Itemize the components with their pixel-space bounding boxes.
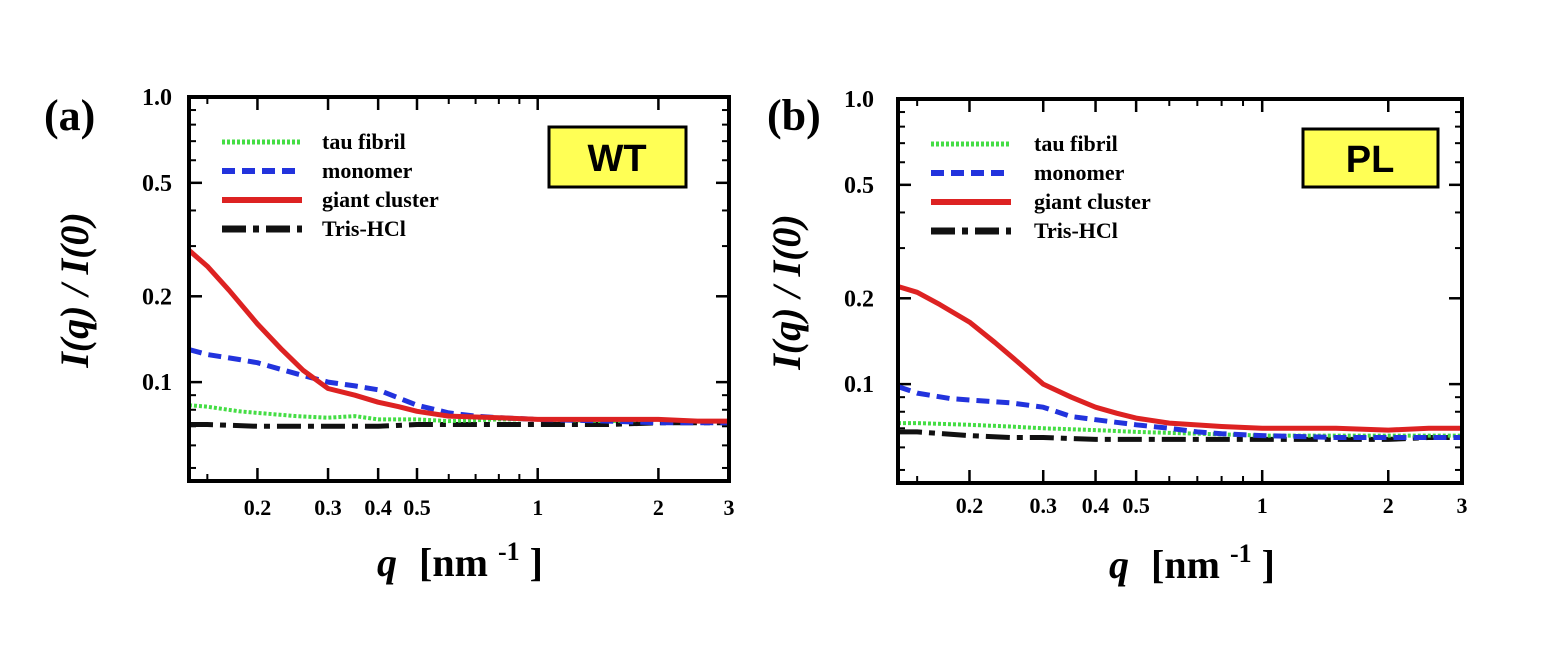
series-line-tau-fibril <box>898 421 1462 438</box>
legend: tau fibril monomer giant cluster Tris-HC… <box>222 129 439 241</box>
panel-a: (a) I(q) / I(0) q [nm -1 ] 0.2 0.3 0.4 0.5 1… <box>44 85 735 585</box>
badge-text: PL <box>1346 139 1395 181</box>
legend-label-tris-hcl: Tris-HCl <box>1034 218 1118 243</box>
x-tick-label: 0.2 <box>244 495 272 520</box>
panel-label: (b) <box>767 91 821 140</box>
legend: tau fibril monomer giant cluster Tris-HC… <box>931 131 1151 243</box>
x-axis-var: q <box>1109 542 1129 587</box>
plot-area: 0.2 0.3 0.4 0.5 1 2 3 0.1 0.2 0.5 1.0 <box>844 87 1468 518</box>
x-tick-label: 2 <box>1383 493 1394 518</box>
sample-badge: PL <box>1301 127 1440 189</box>
series-line-giant-cluster <box>187 248 729 424</box>
y-axis-title: I(q) / I(0) <box>764 214 809 371</box>
x-axis-unit: [nm <box>1151 542 1220 587</box>
badge-box <box>547 125 688 189</box>
panel-label: (a) <box>44 91 95 140</box>
series-line-monomer <box>188 347 729 426</box>
x-tick-label: 0.4 <box>1082 493 1110 518</box>
x-tick-label: 0.4 <box>364 495 392 520</box>
y-tick-label: 0.2 <box>844 286 874 312</box>
legend-label-monomer: monomer <box>1034 160 1125 185</box>
panel-b: (b) I(q) / I(0) q [nm -1 ] 0.2 0.3 0.4 0.5 1… <box>764 87 1468 587</box>
plot-frame <box>896 97 1464 485</box>
x-tick-label: 1 <box>532 495 543 520</box>
x-axis-var: q <box>377 540 397 585</box>
badge-box <box>1301 127 1440 189</box>
y-tick-label: 0.5 <box>142 171 172 197</box>
x-tick-label: 2 <box>653 495 664 520</box>
y-tick-label: 0.5 <box>844 173 874 199</box>
x-axis-unit: [nm <box>419 540 488 585</box>
x-tick-label: 0.5 <box>403 495 431 520</box>
legend-label-tau-fibril: tau fibril <box>1034 131 1118 156</box>
x-axis-close: ] <box>1262 542 1275 587</box>
y-tick-label: 1.0 <box>142 85 172 111</box>
y-tick-label: 0.1 <box>844 372 874 398</box>
legend-label-tris-hcl: Tris-HCl <box>322 216 406 241</box>
x-axis-exp: -1 <box>498 537 520 566</box>
x-axis-close: ] <box>530 540 543 585</box>
y-axis-title: I(q) / I(0) <box>52 212 97 369</box>
x-tick-label: 3 <box>1457 493 1468 518</box>
y-tick-label: 0.1 <box>142 370 172 396</box>
y-tick-label: 0.2 <box>142 284 172 310</box>
x-tick-label: 0.3 <box>314 495 342 520</box>
x-tick-label: 0.3 <box>1029 493 1057 518</box>
legend-label-giant-cluster: giant cluster <box>1034 189 1151 214</box>
sample-badge: WT <box>547 125 688 189</box>
legend-label-giant-cluster: giant cluster <box>322 187 439 212</box>
series-line-tris-hcl <box>898 429 1462 442</box>
x-tick-label: 1 <box>1257 493 1268 518</box>
y-tick-label: 1.0 <box>844 87 874 113</box>
x-axis-title: q [nm -1 ] <box>1109 526 1275 587</box>
badge-text: WT <box>587 138 646 180</box>
series-line-tris-hcl <box>189 420 729 429</box>
legend-label-monomer: monomer <box>322 158 413 183</box>
x-tick-label: 3 <box>724 495 735 520</box>
series-line-monomer <box>897 384 1462 440</box>
plot-frame <box>187 95 731 483</box>
x-axis-title: q [nm -1 ] <box>377 524 543 585</box>
plot-area: 0.2 0.3 0.4 0.5 1 2 3 0.1 0.2 0.5 1.0 <box>142 85 735 520</box>
x-tick-label: 0.2 <box>956 493 984 518</box>
series-line-giant-cluster <box>897 284 1462 433</box>
x-axis-exp: -1 <box>1230 539 1252 568</box>
legend-label-tau-fibril: tau fibril <box>322 129 406 154</box>
x-tick-label: 0.5 <box>1122 493 1150 518</box>
